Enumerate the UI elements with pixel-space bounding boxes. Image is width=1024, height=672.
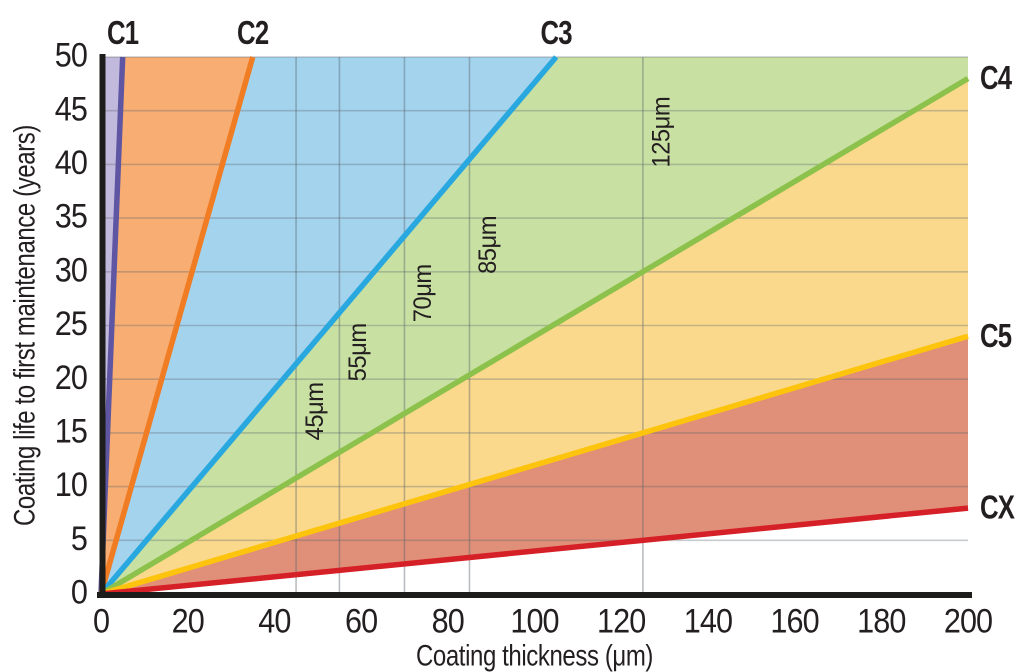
tick-y-40: 40 [55,143,87,181]
tick-labels-layer: 0 20 40 60 80 100 120 140 160 180 200 0 5 10 15 20 25 30 3… [55,36,993,640]
tick-y-0: 0 [71,573,87,611]
tick-y-45: 45 [55,90,87,128]
category-labels-layer: C1 C2 C3 C4 C5 CX [107,15,1016,527]
tick-y-50: 50 [55,36,87,74]
line-cx [100,505,969,597]
tick-y-10: 10 [55,466,87,504]
line-c2 [98,56,256,595]
label-c4: C4 [980,60,1013,97]
axis-titles-layer: Coating thickness (μm) Coating life to fi… [7,125,654,672]
tick-x-20: 20 [172,602,204,640]
x-axis-title: Coating thickness (μm) [416,638,653,672]
tick-x-60: 60 [345,602,377,640]
tick-x-40: 40 [258,602,290,640]
label-85um: 85μm [475,216,503,274]
tick-x-100: 100 [510,602,558,640]
label-c1: C1 [107,15,139,52]
tick-x-80: 80 [432,602,464,640]
label-70um: 70μm [410,264,438,322]
tick-x-120: 120 [597,602,645,640]
y-axis-title: Coating life to first maintenance (years… [7,125,41,526]
line-c5 [100,333,969,597]
tick-x-200: 200 [944,602,992,640]
tick-x-160: 160 [770,602,818,640]
line-c3 [98,55,559,596]
category-lines-layer [98,55,970,597]
label-cx: CX [980,490,1015,527]
tick-y-30: 30 [55,251,87,289]
tick-y-20: 20 [55,358,87,396]
label-125um: 125μm [648,97,676,168]
axes-layer [97,54,972,598]
tick-y-5: 5 [71,519,87,557]
tick-x-0: 0 [93,602,109,640]
tick-x-180: 180 [857,602,905,640]
label-45um: 45μm [301,382,329,440]
tick-y-35: 35 [55,197,87,235]
zone-c4 [101,57,968,594]
thickness-labels-layer: 45μm 55μm 70μm 85μm 125μm [301,97,675,441]
label-c3: C3 [541,15,573,52]
label-c5: C5 [980,318,1012,355]
line-c4 [99,76,970,597]
label-c2: C2 [237,15,269,52]
tick-y-25: 25 [55,305,87,343]
tick-y-15: 15 [55,412,87,450]
label-55um: 55μm [345,323,373,381]
tick-x-140: 140 [684,602,732,640]
